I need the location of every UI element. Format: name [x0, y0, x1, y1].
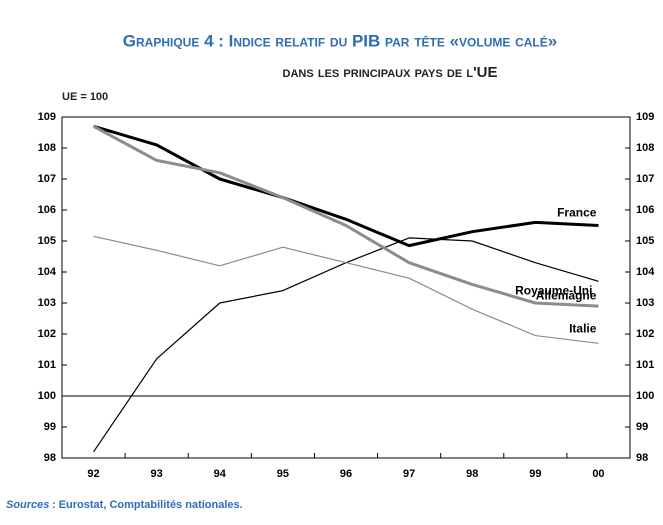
y-tick-label: 100 — [38, 390, 56, 402]
y-tick-label: 108 — [38, 142, 56, 154]
x-tick-label: 95 — [277, 468, 289, 480]
x-tick-label: 97 — [403, 468, 415, 480]
y-tick-label-right: 101 — [636, 359, 654, 371]
y-tick-label: 102 — [38, 328, 56, 340]
x-tick-label: 94 — [214, 468, 227, 480]
y-tick-label-right: 98 — [636, 452, 648, 464]
y-tick-label-right: 99 — [636, 421, 648, 433]
y-tick-label-right: 104 — [636, 266, 655, 278]
series-line — [93, 237, 599, 453]
y-axis-label: UE = 100 — [62, 91, 108, 103]
series-label: France — [557, 206, 597, 220]
series-label: Allemagne — [536, 288, 597, 302]
y-tick-label: 105 — [38, 235, 56, 247]
y-tick-label: 107 — [38, 173, 56, 185]
y-tick-label-right: 109 — [636, 111, 654, 123]
y-tick-label: 99 — [44, 421, 56, 433]
y-tick-label-right: 106 — [636, 204, 654, 216]
x-tick-label: 98 — [466, 468, 478, 480]
x-tick-label: 00 — [592, 468, 604, 480]
source-label: Sources — [6, 499, 49, 511]
series-label: Italie — [569, 321, 597, 335]
x-tick-label: 92 — [87, 468, 99, 480]
series-line — [93, 124, 599, 248]
y-tick-label: 101 — [38, 359, 56, 371]
x-tick-label: 99 — [529, 468, 541, 480]
series-line — [93, 235, 599, 344]
y-tick-label-right: 107 — [636, 173, 654, 185]
y-tick-label-right: 103 — [636, 297, 654, 309]
y-tick-label-right: 102 — [636, 328, 654, 340]
y-tick-label: 106 — [38, 204, 56, 216]
y-tick-label-right: 100 — [636, 390, 654, 402]
series-line — [92, 124, 599, 308]
y-tick-label: 103 — [38, 297, 56, 309]
y-tick-label: 104 — [38, 266, 57, 278]
series-label: Royaume-Uni — [515, 283, 592, 297]
plot-frame — [61, 116, 631, 459]
y-tick-label: 109 — [38, 111, 56, 123]
source-text: : Eurostat, Comptabilités nationales. — [52, 499, 243, 511]
y-tick-label: 98 — [44, 452, 56, 464]
y-tick-label-right: 105 — [636, 235, 654, 247]
y-tick-label-right: 108 — [636, 142, 654, 154]
chart-subtitle: dans les principaux pays de l'UE — [283, 64, 498, 81]
x-tick-label: 96 — [340, 468, 352, 480]
x-tick-label: 93 — [151, 468, 163, 480]
chart-title: Graphique 4 : Indice relatif du PIB par … — [123, 31, 557, 50]
